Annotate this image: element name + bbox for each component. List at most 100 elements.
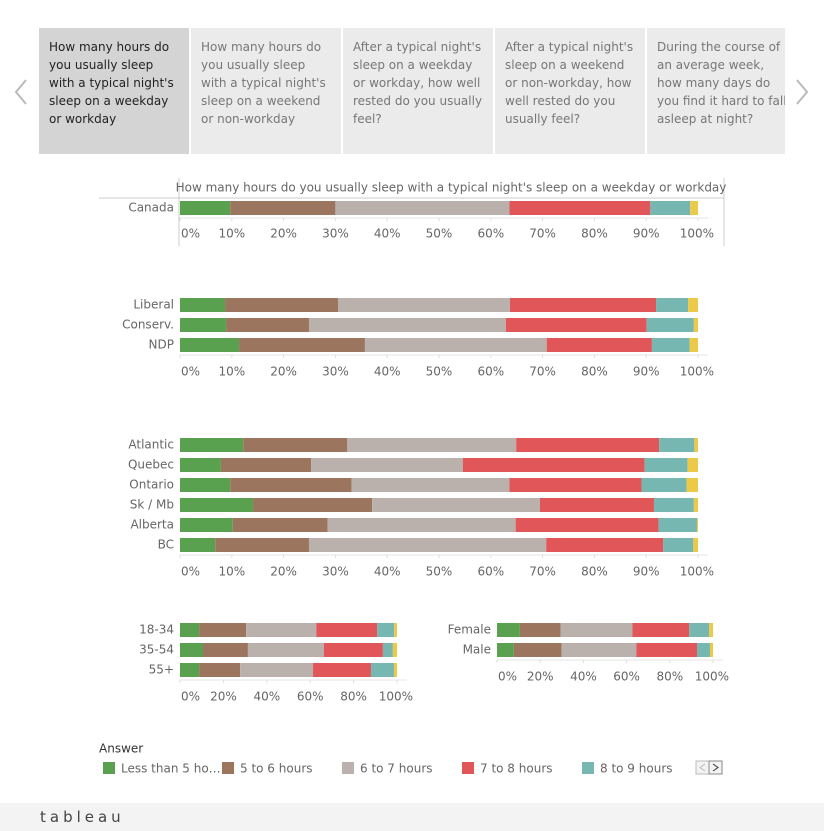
x-tick-label: 90% bbox=[633, 365, 660, 379]
bar-segment bbox=[253, 498, 373, 512]
bar-segment bbox=[180, 458, 221, 472]
bar-segment bbox=[180, 201, 231, 215]
bar-segment bbox=[689, 338, 698, 352]
bar-segment bbox=[693, 318, 698, 332]
prev-arrow[interactable] bbox=[14, 79, 27, 105]
x-tick-label: 50% bbox=[426, 227, 453, 241]
x-tick-label: 30% bbox=[322, 565, 349, 579]
legend-swatch bbox=[462, 762, 474, 774]
bar-segment bbox=[239, 338, 365, 352]
legend-title: Answer bbox=[99, 742, 143, 756]
scroll-left-icon bbox=[699, 763, 706, 772]
bar-segment bbox=[370, 663, 394, 677]
bar-segment bbox=[515, 518, 659, 532]
bar-segment bbox=[651, 338, 690, 352]
category-label: Canada bbox=[128, 201, 174, 215]
bar-segment bbox=[247, 643, 324, 657]
bar-segment bbox=[653, 498, 694, 512]
x-tick-label: 70% bbox=[529, 227, 556, 241]
x-tick-label: 20% bbox=[210, 690, 237, 704]
legend-scroll-right[interactable] bbox=[708, 760, 723, 775]
bar-segment bbox=[694, 438, 698, 452]
x-tick-label: 30% bbox=[322, 227, 349, 241]
legend-scroll-left[interactable] bbox=[695, 760, 710, 775]
bar-segment bbox=[632, 623, 690, 637]
bar-segment bbox=[311, 458, 463, 472]
x-tick-label: 50% bbox=[426, 365, 453, 379]
bar-segment bbox=[246, 623, 317, 637]
tab[interactable]: After a typical night's sleep on a weeke… bbox=[495, 28, 645, 154]
category-label: 55+ bbox=[149, 663, 174, 677]
x-tick-label: 60% bbox=[613, 670, 640, 684]
category-label: Sk / Mb bbox=[130, 498, 174, 512]
tab[interactable]: During the course of an average week, ho… bbox=[647, 28, 785, 154]
bar-segment bbox=[180, 438, 244, 452]
bar-segment bbox=[697, 643, 710, 657]
bar-segment bbox=[393, 663, 397, 677]
bar-segment bbox=[505, 318, 647, 332]
chart-title: How many hours do you usually sleep with… bbox=[176, 181, 727, 195]
tab[interactable]: How many hours do you usually sleep with… bbox=[39, 28, 189, 154]
tab[interactable]: After a typical night's sleep on a weekd… bbox=[343, 28, 493, 154]
x-tick-label: 80% bbox=[581, 565, 608, 579]
x-tick-label: 0% bbox=[181, 565, 200, 579]
x-tick-label: 20% bbox=[270, 565, 297, 579]
bar-segment bbox=[225, 298, 338, 312]
x-tick-label: 60% bbox=[477, 565, 504, 579]
bar-segment bbox=[650, 201, 691, 215]
bar-segment bbox=[347, 438, 517, 452]
x-tick-label: 90% bbox=[633, 227, 660, 241]
bar-segment bbox=[230, 478, 352, 492]
bar-segment bbox=[220, 458, 312, 472]
x-tick-label: 80% bbox=[581, 227, 608, 241]
bar-segment bbox=[709, 623, 713, 637]
x-tick-label: 70% bbox=[529, 365, 556, 379]
next-arrow[interactable] bbox=[796, 79, 809, 105]
x-tick-label: 30% bbox=[322, 365, 349, 379]
bar-segment bbox=[690, 201, 698, 215]
scroll-right-icon bbox=[712, 763, 719, 772]
bar-segment bbox=[646, 318, 694, 332]
bar-segment bbox=[546, 338, 652, 352]
bar-segment bbox=[689, 623, 710, 637]
footer: tableau bbox=[0, 803, 824, 831]
bar-segment bbox=[513, 643, 562, 657]
x-tick-label: 100% bbox=[379, 690, 413, 704]
x-tick-label: 0% bbox=[498, 670, 517, 684]
bar-segment bbox=[180, 318, 227, 332]
x-tick-label: 20% bbox=[527, 670, 554, 684]
bar-segment bbox=[663, 538, 694, 552]
bar-segment bbox=[659, 438, 695, 452]
bar-segment bbox=[516, 438, 660, 452]
bar-segment bbox=[709, 643, 713, 657]
bar-segment bbox=[308, 538, 547, 552]
bar-segment bbox=[230, 201, 336, 215]
bar-segment bbox=[199, 623, 247, 637]
bar-segment bbox=[561, 643, 637, 657]
bar-segment bbox=[641, 478, 687, 492]
bar-segment bbox=[394, 623, 397, 637]
bar-segment bbox=[497, 643, 514, 657]
category-label: Female bbox=[448, 623, 491, 637]
bar-segment bbox=[240, 663, 314, 677]
legend-label: 5 to 6 hours bbox=[240, 762, 313, 776]
bar-segment bbox=[327, 518, 516, 532]
legend-swatch bbox=[222, 762, 234, 774]
category-label: Conserv. bbox=[122, 318, 174, 332]
x-tick-label: 10% bbox=[218, 227, 245, 241]
bar-segment bbox=[203, 643, 248, 657]
bar-segment bbox=[560, 623, 633, 637]
tab[interactable]: How many hours do you usually sleep with… bbox=[191, 28, 341, 154]
x-tick-label: 10% bbox=[218, 365, 245, 379]
legend-swatch bbox=[582, 762, 594, 774]
x-tick-label: 70% bbox=[529, 565, 556, 579]
bar-segment bbox=[372, 498, 541, 512]
bar-segment bbox=[540, 498, 654, 512]
x-tick-label: 60% bbox=[477, 227, 504, 241]
category-label: Ontario bbox=[129, 478, 174, 492]
bar-segment bbox=[215, 538, 309, 552]
x-tick-label: 90% bbox=[633, 565, 660, 579]
bar-segment bbox=[519, 623, 561, 637]
legend-label: 8 to 9 hours bbox=[600, 762, 673, 776]
